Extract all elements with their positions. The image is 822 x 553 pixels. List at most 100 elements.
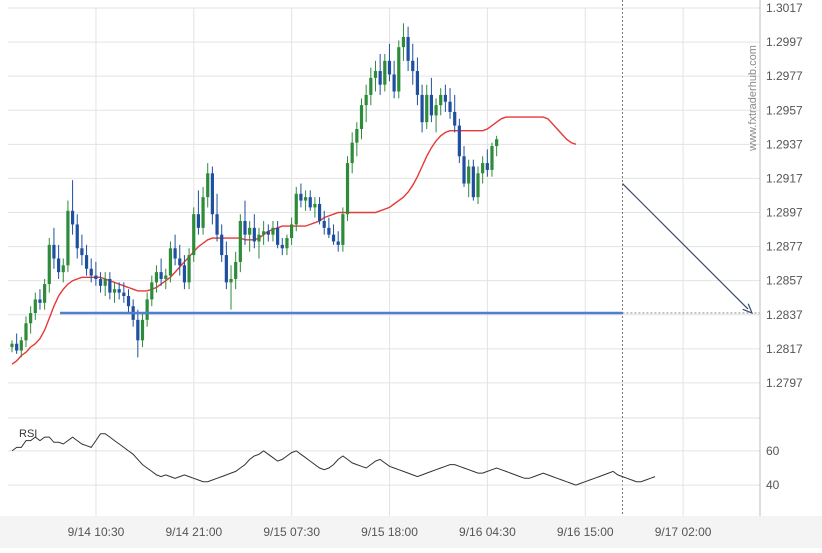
candle-body xyxy=(285,238,289,249)
candle-body xyxy=(359,105,364,129)
grid-lines xyxy=(8,7,760,516)
candle-body xyxy=(117,289,121,293)
candle-body xyxy=(462,156,466,184)
candle-body xyxy=(299,193,303,201)
time-tick-label: 9/15 18:00 xyxy=(361,525,418,539)
candle-body xyxy=(15,343,19,351)
candle-body xyxy=(164,275,168,279)
candle-body xyxy=(280,244,284,249)
time-tick-label: 9/15 07:30 xyxy=(263,525,320,539)
analysis-overlay xyxy=(60,0,760,516)
candle-body xyxy=(262,231,266,235)
candle-body xyxy=(75,224,79,249)
time-tick-label: 9/16 15:00 xyxy=(557,525,614,539)
candle-body xyxy=(476,173,480,198)
candle-body xyxy=(471,166,475,198)
candle-body xyxy=(276,227,280,245)
candle-body xyxy=(24,323,28,341)
watermark: www.fxtraderhub.com xyxy=(747,45,759,152)
candle-body xyxy=(168,248,173,276)
candle-body xyxy=(206,173,210,198)
rsi-tick-label: 60 xyxy=(766,444,780,458)
candle-body xyxy=(38,299,42,303)
candle-body xyxy=(290,224,294,239)
price-tick-label: 1.2837 xyxy=(766,308,803,322)
candle-body xyxy=(425,94,429,123)
candle-body xyxy=(350,142,354,164)
price-tick-label: 1.2877 xyxy=(766,240,803,254)
candle-body xyxy=(401,36,406,48)
time-tick-label: 9/14 21:00 xyxy=(165,525,222,539)
candle-body xyxy=(411,60,415,72)
price-tick-label: 1.2957 xyxy=(766,103,803,117)
price-tick-label: 1.2997 xyxy=(766,35,803,49)
candle-body xyxy=(434,105,438,116)
candle-body xyxy=(89,268,93,276)
candle-body xyxy=(308,197,312,208)
candle-body xyxy=(201,197,205,228)
candle-body xyxy=(61,265,65,273)
candle-body xyxy=(355,128,359,143)
candle-body xyxy=(182,265,187,283)
candle-body xyxy=(439,94,443,106)
candle-body xyxy=(457,125,461,157)
candle-body xyxy=(145,299,149,320)
candle-body xyxy=(257,234,261,242)
candle-body xyxy=(108,278,112,293)
candle-body xyxy=(415,71,420,95)
candle-body xyxy=(47,244,51,285)
candle-body xyxy=(481,163,485,174)
projection-arrow xyxy=(622,183,749,310)
candle-body xyxy=(243,221,247,235)
candle-body xyxy=(383,60,387,85)
candle-body xyxy=(66,210,70,266)
time-tick-label: 9/16 04:30 xyxy=(459,525,516,539)
candle-body xyxy=(150,282,154,300)
candle-body xyxy=(397,47,401,92)
candle-body xyxy=(136,319,140,341)
price-tick-label: 1.2917 xyxy=(766,171,803,185)
time-axis-band xyxy=(0,516,822,548)
price-tick-label: 1.2897 xyxy=(766,206,803,220)
candle-body xyxy=(252,227,256,242)
rsi-line xyxy=(11,433,656,486)
candle-body xyxy=(322,221,326,228)
candle-body xyxy=(271,227,275,235)
candle-body xyxy=(387,60,392,75)
price-tick-label: 1.2817 xyxy=(766,342,803,356)
candle-body xyxy=(266,231,270,235)
candle-body xyxy=(448,101,452,112)
candle-body xyxy=(178,258,182,266)
candle-body xyxy=(429,94,433,116)
candle-body xyxy=(112,289,117,293)
candle-body xyxy=(103,278,107,286)
candle-body xyxy=(192,214,196,256)
candle-body xyxy=(234,261,238,279)
candle-body xyxy=(443,94,447,102)
candle-body xyxy=(327,227,331,235)
time-tick-label: 9/17 02:00 xyxy=(655,525,712,539)
candle-body xyxy=(392,74,396,92)
candlestick-layer xyxy=(10,23,499,358)
candle-body xyxy=(336,241,340,245)
candle-body xyxy=(294,193,298,225)
candle-body xyxy=(373,71,378,78)
candle-body xyxy=(154,272,159,283)
candle-body xyxy=(187,255,191,283)
candle-body xyxy=(140,319,145,341)
candle-body xyxy=(80,248,84,256)
projection-arrowhead xyxy=(742,303,754,315)
price-tick-label: 1.2937 xyxy=(766,137,803,151)
candle-body xyxy=(313,203,317,208)
candle-body xyxy=(485,163,489,170)
candle-body xyxy=(10,343,14,348)
candle-body xyxy=(29,313,33,324)
rsi-tick-label: 40 xyxy=(766,478,780,492)
candle-body xyxy=(126,296,131,307)
candle-body xyxy=(224,255,228,283)
candle-body xyxy=(303,197,308,201)
rsi-label: RSI xyxy=(19,428,37,440)
candle-body xyxy=(122,292,126,297)
candle-body xyxy=(490,146,494,170)
candle-body xyxy=(378,71,382,85)
